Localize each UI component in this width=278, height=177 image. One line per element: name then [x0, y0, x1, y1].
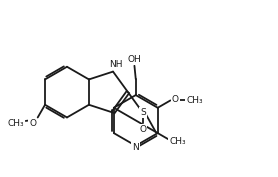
Text: O: O: [172, 95, 179, 104]
Text: CH₃: CH₃: [186, 96, 203, 105]
Text: N: N: [132, 143, 139, 152]
Text: CH₃: CH₃: [7, 119, 24, 128]
Text: NH: NH: [110, 60, 123, 69]
Text: CH₃: CH₃: [170, 137, 186, 146]
Text: O: O: [29, 119, 36, 128]
Text: S: S: [140, 108, 146, 117]
Text: OH: OH: [128, 55, 141, 64]
Text: O: O: [139, 125, 146, 134]
